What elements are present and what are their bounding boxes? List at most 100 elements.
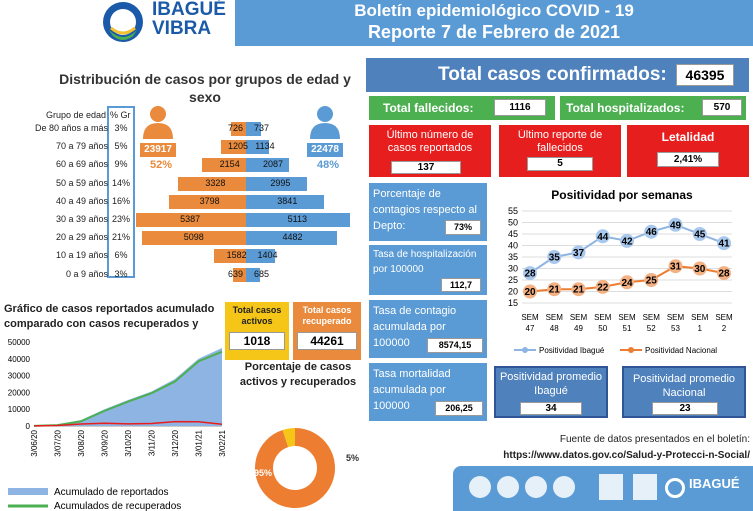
positivity-point	[547, 282, 562, 297]
positivity-point	[571, 282, 586, 297]
x-tick-label: 3/12/20	[171, 429, 180, 456]
age-group-percent: 6%	[114, 250, 128, 261]
positivity-point	[595, 279, 610, 294]
age-group-percent: 14%	[111, 177, 130, 188]
legend-nacional-marker	[628, 347, 634, 353]
reported-area	[34, 348, 222, 426]
donut-slice	[255, 428, 335, 508]
cumulative-chart: 0 10000 20000 30000 40000 50000 3/06/20 3/07/20…	[8, 338, 227, 511]
positivity-point-label: 44	[597, 232, 609, 243]
male-icon	[308, 103, 342, 144]
female-bar-label: 5098	[183, 232, 204, 243]
x-tick-label: 3/06/20	[30, 429, 39, 456]
legend-ibague-label: Positividad Ibagué	[539, 346, 605, 355]
recovered-card: Total casos recuperado 44261	[293, 302, 361, 360]
female-bar	[232, 267, 246, 282]
positivity-point-label: 28	[524, 269, 536, 280]
mortality-rate-value: 206,25	[435, 401, 483, 416]
hospitalized-value: 570	[702, 99, 742, 116]
x-tick-label: SEM	[715, 313, 733, 322]
deaths-label: Total fallecidos:	[383, 101, 474, 115]
positivity-point-label: 35	[549, 253, 561, 264]
x-tick-label: 3/08/20	[77, 429, 86, 456]
x-tick-label: 48	[550, 324, 559, 333]
donut-slice	[282, 428, 295, 448]
mortality-rate-label: Tasa mortalidad acumulada por 100000	[373, 368, 451, 412]
male-bar	[246, 231, 338, 246]
recovered-line	[33, 350, 223, 427]
donut-title: Porcentaje de casos activos y recuperado…	[239, 361, 357, 388]
female-total: 23917	[140, 143, 176, 157]
legend-reported-swatch	[8, 488, 48, 495]
positivity-point-label: 41	[718, 239, 730, 250]
logo-bottom-text: VIBRA	[152, 18, 212, 39]
male-bar-label: 2087	[263, 159, 284, 170]
x-tick-label: SEM	[667, 313, 685, 322]
shield-logo-icon	[599, 474, 623, 500]
female-bar-label: 2154	[219, 159, 240, 170]
male-bar	[246, 158, 289, 173]
age-group-header: Grupo de edad	[45, 110, 106, 120]
y-tick-label: 30	[508, 264, 518, 274]
partner-logo-icon	[553, 476, 575, 498]
avg-ibague-card: Positividad promedio Ibagué 34	[494, 366, 608, 418]
active-cases-value: 1018	[229, 332, 285, 350]
pyramid-title: Distribución de casos por grupos de edad…	[59, 71, 351, 105]
donut-slice-label: 95%	[254, 468, 272, 478]
positivity-point	[571, 245, 586, 260]
age-group-percent: 21%	[111, 232, 130, 243]
lethality-value: 2,41%	[657, 152, 719, 167]
hospitalized-label: Total hospitalizados:	[566, 101, 685, 115]
age-group-percent: 16%	[111, 195, 130, 206]
x-tick-label: 3/11/20	[148, 429, 157, 456]
partner-logo-icon	[469, 476, 491, 498]
partner-logo-icon	[525, 476, 547, 498]
age-group-percent: 23%	[111, 214, 130, 224]
legend-recovered-label: Acumulados de recuperados	[54, 501, 181, 511]
confirmed-label: Total casos confirmados:	[438, 64, 667, 85]
deaths-value: 1116	[494, 99, 546, 116]
source-link[interactable]: https://www.datos.gov.co/Salud-y-Protecc…	[503, 450, 750, 461]
y-tick-label: 35	[508, 252, 518, 262]
male-bar	[246, 249, 275, 264]
y-tick-label: 15	[508, 298, 518, 308]
positivity-point	[547, 250, 562, 264]
female-icon	[141, 103, 175, 144]
positivity-point-label: 46	[646, 227, 658, 238]
male-bar-label: 1134	[255, 141, 275, 152]
positivity-point-label: 20	[524, 287, 536, 298]
positivity-point-label: 31	[670, 262, 682, 273]
x-tick-label: SEM	[618, 313, 636, 322]
active-cases-card: Total casos activos 1018	[225, 302, 289, 360]
logo-top-text: IBAGUÉ	[152, 0, 226, 20]
male-bar-label: 1404	[257, 250, 278, 261]
percent-column-frame	[107, 106, 135, 278]
age-group-percent: 5%	[114, 141, 128, 152]
positivity-point	[717, 266, 731, 281]
y-tick-label: 30000	[8, 372, 31, 381]
female-bar	[136, 213, 246, 227]
female-bar-label: 3328	[205, 177, 226, 188]
female-bar	[213, 249, 246, 264]
male-bar-label: 5113	[287, 214, 308, 224]
confirmed-card: Total casos confirmados: 46395	[366, 58, 749, 92]
confirmed-value: 46395	[676, 64, 734, 86]
positivity-point-label: 37	[573, 248, 585, 259]
y-tick-label: 25	[508, 275, 518, 285]
age-group-label: 40 a 49 años	[55, 195, 108, 206]
last-deaths-value: 5	[527, 157, 593, 171]
positivity-point	[717, 236, 731, 251]
last-deaths-card: Último reporte de fallecidos 5	[499, 125, 621, 177]
last-deaths-label: Último reporte de fallecidos	[517, 129, 603, 154]
male-bar	[246, 140, 270, 155]
male-bar-label: 4482	[282, 232, 303, 243]
positivity-point	[668, 259, 683, 274]
x-tick-label: 3/02/21	[218, 429, 227, 456]
age-group-label: 30 a 39 años	[55, 214, 108, 224]
recovered-label: Total casos recuperado	[302, 305, 352, 326]
female-bar-label: 639	[228, 268, 244, 279]
x-tick-label: SEM	[643, 313, 661, 322]
legend-ibague-marker	[522, 347, 528, 353]
x-tick-label: 50	[598, 324, 607, 333]
contagion-pct-card: Porcentaje de contagios respecto al Dept…	[369, 183, 487, 241]
